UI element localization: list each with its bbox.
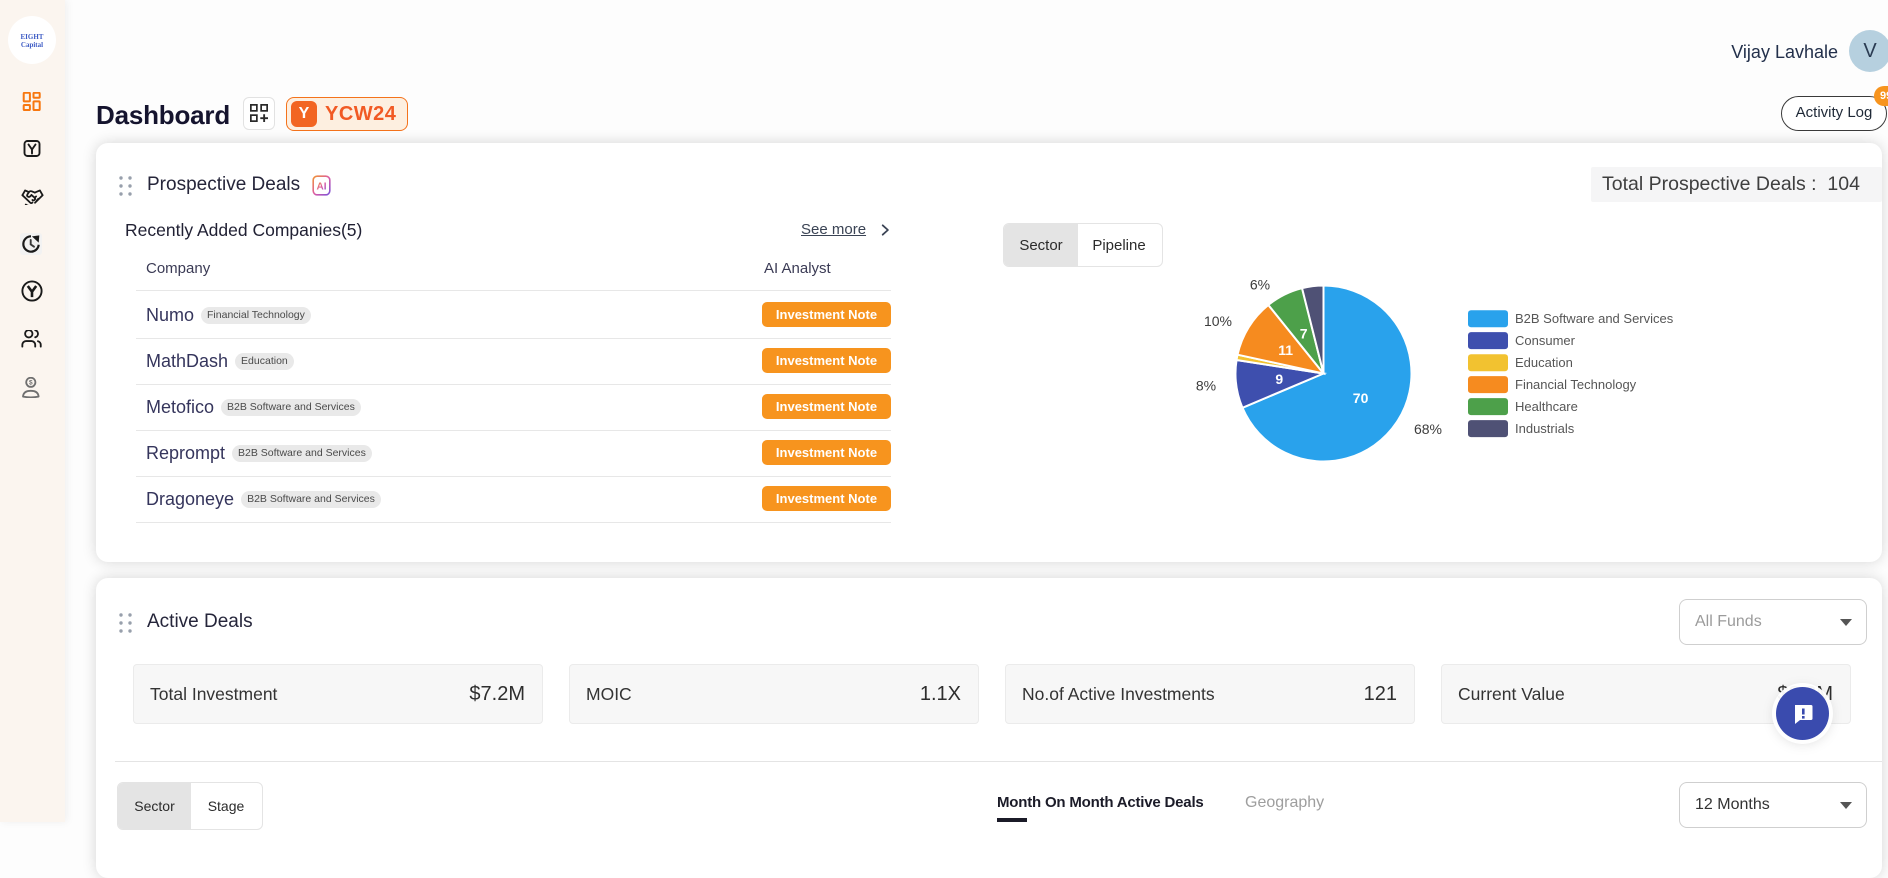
svg-text:Financial Technology: Financial Technology [1515, 377, 1637, 392]
svg-text:70: 70 [1353, 390, 1369, 406]
svg-text:Industrials: Industrials [1515, 421, 1575, 436]
svg-text:Healthcare: Healthcare [1515, 399, 1578, 414]
svg-text:10%: 10% [1204, 313, 1232, 329]
svg-text:$: $ [29, 380, 33, 387]
svg-text:AI: AI [317, 182, 327, 193]
svg-text:Education: Education [1515, 355, 1573, 370]
svg-text:Consumer: Consumer [1515, 333, 1576, 348]
svg-text:11: 11 [1278, 342, 1293, 358]
svg-text:8%: 8% [1196, 378, 1216, 394]
svg-text:7: 7 [1300, 326, 1308, 342]
svg-text:B2B Software and Services: B2B Software and Services [1515, 311, 1674, 326]
svg-text:9: 9 [1275, 371, 1283, 387]
svg-text:6%: 6% [1250, 277, 1270, 293]
svg-text:68%: 68% [1414, 421, 1442, 437]
